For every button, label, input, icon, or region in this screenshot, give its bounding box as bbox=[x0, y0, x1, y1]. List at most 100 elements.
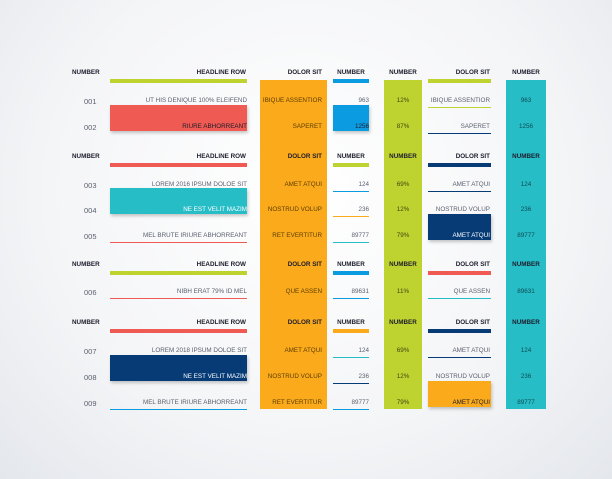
header-bar bbox=[428, 271, 491, 275]
row-value: 124 bbox=[358, 347, 369, 354]
row-underline bbox=[333, 191, 369, 192]
row-value: 89631 bbox=[517, 288, 535, 295]
row-underline bbox=[428, 107, 491, 108]
row-underline bbox=[110, 242, 247, 243]
header-bar bbox=[110, 329, 247, 333]
header-number: NUMBER bbox=[337, 261, 365, 268]
row-label: LOREM 2018 IPSUM DOLOE SIT bbox=[151, 347, 247, 354]
header-bar bbox=[110, 163, 247, 167]
row-dolor: RET EVERTITUR bbox=[272, 399, 322, 406]
row-underline bbox=[333, 383, 369, 384]
row-value: 963 bbox=[520, 97, 532, 104]
header-dolor-sit: DOLOR SIT bbox=[455, 69, 490, 76]
header-number: NUMBER bbox=[389, 153, 417, 160]
row-value: 89777 bbox=[517, 399, 535, 406]
header-headline-row: HEADLINE ROW bbox=[196, 153, 246, 160]
header-dolor-sit: DOLOR SIT bbox=[455, 153, 490, 160]
row-label: MEL BRUTE IRIURE ABHORREANT bbox=[142, 232, 247, 239]
row-value: 963 bbox=[358, 97, 369, 104]
row-highlight-block bbox=[110, 105, 247, 131]
row-number: 008 bbox=[84, 373, 97, 382]
header-number: NUMBER bbox=[72, 261, 100, 268]
row-underline bbox=[333, 409, 369, 410]
header-number: NUMBER bbox=[512, 69, 540, 76]
row-percent: 69% bbox=[396, 347, 410, 354]
row-percent: 12% bbox=[396, 373, 410, 380]
header-number: NUMBER bbox=[389, 261, 417, 268]
row-percent: 12% bbox=[396, 97, 410, 104]
row-number: 007 bbox=[84, 347, 97, 356]
row-dolor: IBIQUE ASSENTIOR bbox=[430, 97, 490, 104]
header-dolor-sit: DOLOR SIT bbox=[455, 319, 490, 326]
header-headline-row: HEADLINE ROW bbox=[196, 261, 246, 268]
row-value: 236 bbox=[358, 373, 369, 380]
row-value: 124 bbox=[520, 181, 532, 188]
header-bar bbox=[110, 271, 247, 275]
row-percent: 12% bbox=[396, 206, 410, 213]
header-bar bbox=[428, 329, 491, 333]
row-underline bbox=[333, 298, 369, 299]
row-highlight-block bbox=[428, 381, 491, 407]
header-bar bbox=[428, 163, 491, 167]
row-percent: 11% bbox=[396, 288, 410, 295]
row-percent: 69% bbox=[396, 181, 410, 188]
row-value: 89777 bbox=[351, 399, 369, 406]
row-label: MEL BRUTE IRIURE ABHORREANT bbox=[142, 399, 247, 406]
row-number: 001 bbox=[84, 97, 97, 106]
row-dolor: AMET ATQUI bbox=[452, 181, 490, 188]
row-dolor: AMET ATQUI bbox=[452, 399, 490, 406]
row-number: 003 bbox=[84, 181, 97, 190]
header-number: NUMBER bbox=[337, 319, 365, 326]
row-dolor: RET EVERTITUR bbox=[272, 232, 322, 239]
row-dolor: NOSTRUD VOLUP bbox=[267, 206, 322, 213]
row-value: 124 bbox=[358, 181, 369, 188]
header-number: NUMBER bbox=[389, 69, 417, 76]
row-number: 004 bbox=[84, 206, 97, 215]
row-number: 005 bbox=[84, 232, 97, 241]
header-bar bbox=[428, 79, 491, 83]
header-bar bbox=[333, 329, 369, 333]
row-number: 006 bbox=[84, 288, 97, 297]
header-number: NUMBER bbox=[512, 319, 540, 326]
row-dolor: AMET ATQUI bbox=[452, 347, 490, 354]
row-dolor: NOSTRUD VOLUP bbox=[267, 373, 322, 380]
row-number: 009 bbox=[84, 399, 97, 408]
row-value: 89631 bbox=[351, 288, 369, 295]
row-value: 236 bbox=[520, 373, 532, 380]
row-highlight-block bbox=[110, 188, 247, 214]
row-highlight-block bbox=[110, 355, 247, 381]
header-number: NUMBER bbox=[512, 261, 540, 268]
row-value: 89777 bbox=[351, 232, 369, 239]
row-value: 124 bbox=[520, 347, 532, 354]
row-percent: 79% bbox=[396, 232, 410, 239]
row-dolor: AMET ATQUI bbox=[452, 232, 490, 239]
row-dolor: NOSTRUD VOLUP bbox=[435, 206, 490, 213]
row-dolor: AMET ATQUI bbox=[284, 347, 322, 354]
header-number: NUMBER bbox=[72, 69, 100, 76]
header-number: NUMBER bbox=[72, 319, 100, 326]
row-underline bbox=[428, 298, 491, 299]
row-label: NIBH ERAT 79% ID MEL bbox=[176, 288, 247, 295]
header-dolor-sit: DOLOR SIT bbox=[287, 153, 322, 160]
row-value: 1256 bbox=[518, 123, 533, 130]
row-value: 236 bbox=[520, 206, 532, 213]
column-percent-highlight bbox=[384, 80, 422, 409]
header-bar bbox=[110, 79, 247, 83]
header-dolor-sit: DOLOR SIT bbox=[287, 261, 322, 268]
row-underline bbox=[428, 357, 491, 358]
row-percent: 87% bbox=[396, 123, 410, 130]
row-label: NE EST VELIT MAZIM bbox=[183, 206, 247, 213]
row-underline bbox=[333, 357, 369, 358]
row-label: RIURE ABHORREANT bbox=[182, 123, 247, 130]
row-dolor: NOSTRUD VOLUP bbox=[435, 373, 490, 380]
column-dolor-sit-highlight bbox=[260, 80, 327, 409]
row-underline bbox=[428, 133, 491, 134]
row-label: UT HIS DENIQUE 100% ELEIFEND bbox=[145, 97, 247, 104]
header-number: NUMBER bbox=[512, 153, 540, 160]
header-bar bbox=[333, 79, 369, 83]
row-highlight-block bbox=[333, 105, 369, 131]
row-value: 89777 bbox=[517, 232, 535, 239]
row-label: LOREM 2016 IPSUM DOLOE SIT bbox=[151, 181, 247, 188]
row-dolor: SAPERET bbox=[292, 123, 322, 130]
row-underline bbox=[110, 409, 247, 410]
